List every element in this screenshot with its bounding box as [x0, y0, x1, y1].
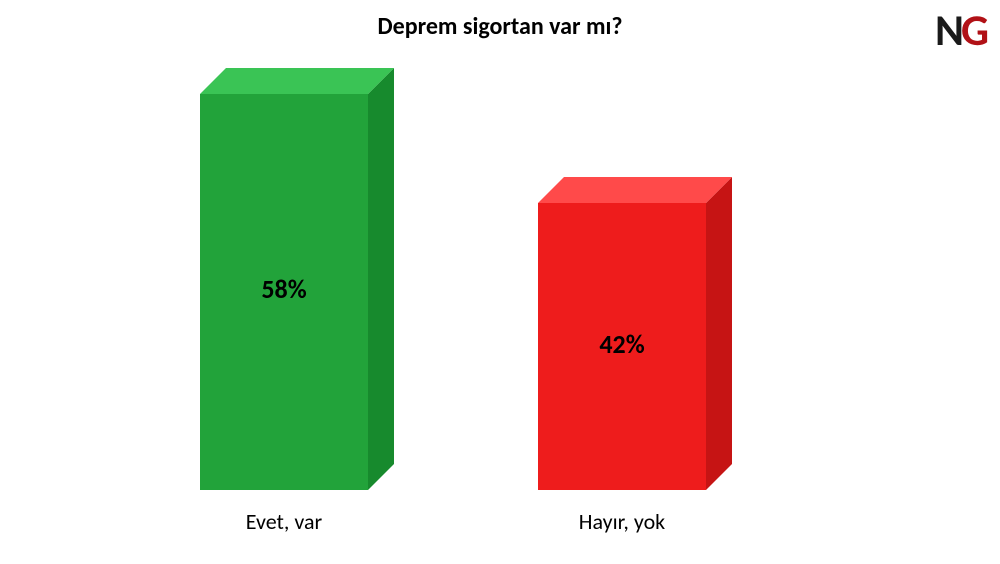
logo-letter-n: N [935, 3, 961, 57]
logo-letter-g: G [961, 3, 986, 57]
bar-top [200, 68, 394, 94]
bar-value-label: 42% [538, 328, 706, 360]
bar-side [368, 68, 394, 490]
brand-logo: NG [935, 8, 986, 52]
chart-canvas: Deprem sigortan var mı? NG 58% 42% Evet, … [0, 0, 1000, 564]
category-label: Evet, var [170, 508, 398, 535]
plot-area: 58% 42% [140, 80, 860, 490]
bar-top [538, 177, 732, 203]
bar-value-label: 58% [200, 273, 368, 305]
chart-title: Deprem sigortan var mı? [0, 12, 1000, 41]
bar-1: 42% [538, 177, 732, 490]
category-label: Hayır, yok [508, 508, 736, 535]
bar-side [706, 177, 732, 490]
bar-0: 58% [200, 68, 394, 490]
